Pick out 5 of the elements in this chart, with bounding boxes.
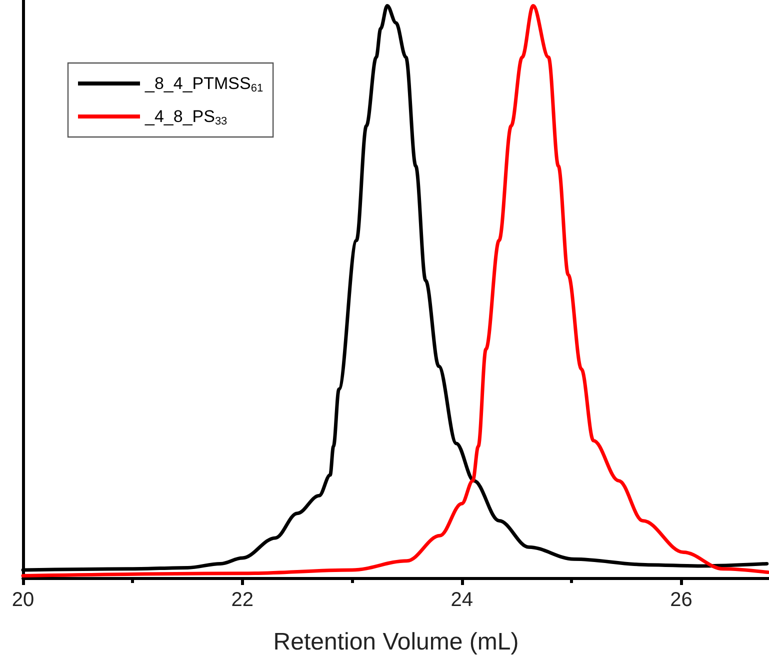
x-axis-title: Retention Volume (mL): [273, 628, 519, 656]
x-tick-label: 26: [670, 589, 692, 611]
x-tick-label: 20: [12, 589, 34, 611]
x-tick-label: 24: [450, 589, 473, 611]
x-tick-label: 22: [231, 589, 254, 611]
